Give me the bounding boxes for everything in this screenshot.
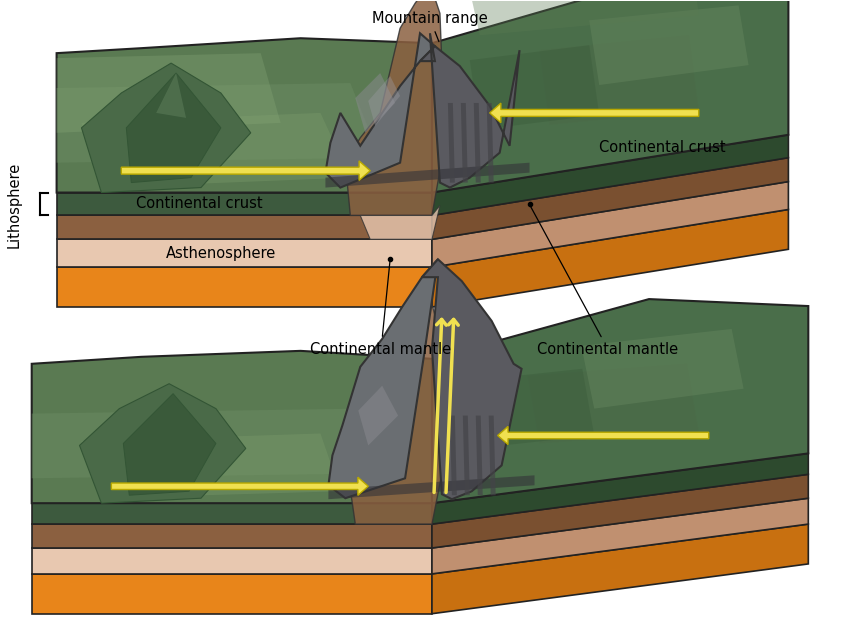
Polygon shape bbox=[354, 73, 395, 132]
Polygon shape bbox=[419, 33, 519, 187]
Polygon shape bbox=[463, 415, 469, 495]
Polygon shape bbox=[431, 135, 787, 215]
Text: Asthenosphere: Asthenosphere bbox=[166, 246, 276, 261]
Polygon shape bbox=[328, 259, 437, 498]
Polygon shape bbox=[57, 240, 431, 268]
Polygon shape bbox=[32, 503, 431, 524]
Polygon shape bbox=[588, 5, 748, 85]
Polygon shape bbox=[447, 103, 454, 183]
Polygon shape bbox=[57, 38, 431, 192]
Text: Lithosphere: Lithosphere bbox=[6, 161, 21, 248]
Polygon shape bbox=[497, 426, 708, 445]
Polygon shape bbox=[431, 454, 808, 524]
Text: Continental mantle: Continental mantle bbox=[310, 262, 451, 357]
Polygon shape bbox=[449, 415, 457, 495]
Polygon shape bbox=[486, 103, 493, 183]
Polygon shape bbox=[431, 475, 808, 548]
Polygon shape bbox=[81, 63, 251, 192]
Polygon shape bbox=[469, 45, 598, 130]
Polygon shape bbox=[431, 182, 787, 268]
Polygon shape bbox=[126, 73, 220, 183]
Text: Continental crust: Continental crust bbox=[598, 140, 725, 155]
Polygon shape bbox=[32, 574, 431, 613]
Polygon shape bbox=[431, 524, 808, 613]
Polygon shape bbox=[156, 73, 186, 118]
Polygon shape bbox=[111, 477, 368, 496]
Polygon shape bbox=[431, 0, 787, 192]
Polygon shape bbox=[358, 386, 398, 445]
Polygon shape bbox=[123, 394, 216, 495]
Polygon shape bbox=[421, 259, 521, 499]
Polygon shape bbox=[431, 299, 808, 503]
Polygon shape bbox=[527, 364, 698, 443]
Polygon shape bbox=[368, 76, 399, 126]
Polygon shape bbox=[57, 83, 380, 162]
Text: Continental mantle: Continental mantle bbox=[530, 207, 678, 357]
Polygon shape bbox=[431, 158, 787, 240]
Polygon shape bbox=[32, 408, 380, 478]
Polygon shape bbox=[431, 498, 808, 574]
Polygon shape bbox=[32, 351, 431, 503]
Polygon shape bbox=[348, 304, 445, 524]
Polygon shape bbox=[460, 103, 468, 183]
Polygon shape bbox=[475, 415, 482, 495]
Polygon shape bbox=[490, 103, 698, 123]
Polygon shape bbox=[325, 162, 529, 187]
Text: Mountain range: Mountain range bbox=[371, 11, 487, 41]
Polygon shape bbox=[581, 329, 743, 408]
Polygon shape bbox=[488, 415, 495, 495]
Polygon shape bbox=[345, 0, 445, 215]
Polygon shape bbox=[122, 161, 370, 180]
Polygon shape bbox=[473, 103, 480, 183]
Polygon shape bbox=[57, 53, 280, 132]
Polygon shape bbox=[431, 210, 787, 307]
Text: Continental crust: Continental crust bbox=[136, 196, 262, 211]
Polygon shape bbox=[81, 113, 350, 187]
Polygon shape bbox=[81, 434, 340, 498]
Polygon shape bbox=[79, 383, 246, 503]
Polygon shape bbox=[57, 215, 431, 240]
Polygon shape bbox=[57, 192, 431, 215]
Polygon shape bbox=[538, 35, 698, 125]
Polygon shape bbox=[57, 268, 431, 307]
Polygon shape bbox=[469, 0, 698, 35]
Polygon shape bbox=[328, 475, 534, 499]
Polygon shape bbox=[360, 206, 440, 240]
Polygon shape bbox=[462, 369, 593, 448]
Polygon shape bbox=[32, 524, 431, 548]
Polygon shape bbox=[325, 33, 435, 187]
Polygon shape bbox=[32, 548, 431, 574]
